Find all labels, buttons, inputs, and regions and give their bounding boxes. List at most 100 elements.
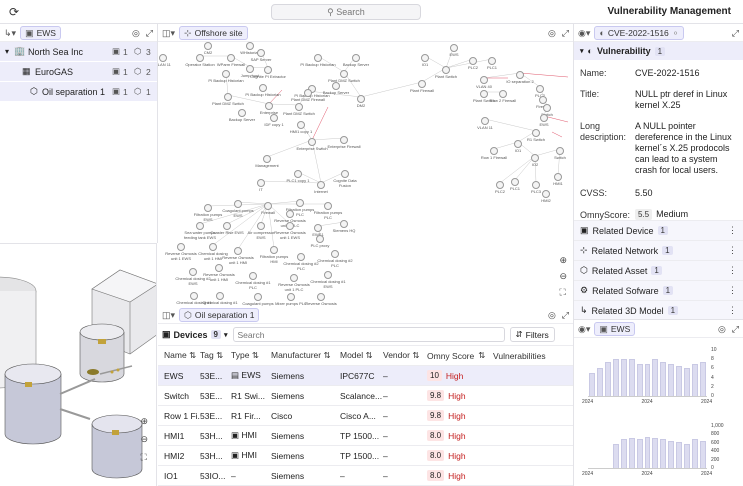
map-node[interactable]: PI Backup Historian bbox=[300, 54, 336, 68]
map-node[interactable]: PLC1 bbox=[474, 57, 510, 71]
map-node[interactable]: R1 Switch bbox=[518, 129, 554, 143]
map-node[interactable]: Plant Switch bbox=[466, 90, 502, 104]
chart-bar[interactable] bbox=[676, 441, 683, 468]
map-node[interactable]: Filtration pumps PLC bbox=[310, 202, 346, 220]
map-node[interactable]: DM2 bbox=[343, 95, 379, 109]
map-node[interactable]: Plant DMZ Switch bbox=[326, 70, 362, 84]
map-node[interactable]: EWS1 bbox=[300, 224, 336, 238]
map-node[interactable]: EWS bbox=[526, 114, 562, 128]
chart-bar[interactable] bbox=[660, 438, 667, 468]
map-node[interactable]: IO separation 2 bbox=[502, 71, 538, 85]
map-node[interactable]: Chemical dosing unit 1 HMI bbox=[195, 243, 231, 261]
map-node[interactable]: IO2 bbox=[517, 154, 553, 168]
column-header-type[interactable]: Type ⇅ bbox=[231, 350, 259, 360]
map-node[interactable]: Coagulant pumps PLC bbox=[240, 293, 276, 306]
3d-model-viewer[interactable]: ⊕ ⊖ ⛶ bbox=[0, 243, 157, 486]
map-node[interactable]: Plant DMZ Firewall bbox=[290, 89, 326, 103]
table-row[interactable]: HMI2 53H... ▣ HMI Siemens TP 1500... – 8.0 High bbox=[158, 446, 573, 466]
related-software-row[interactable]: ⚙ Related Sofware 1 ⋮ bbox=[574, 280, 743, 300]
chart-bar[interactable] bbox=[612, 359, 619, 396]
chart-bar[interactable] bbox=[660, 361, 667, 396]
focus-icon[interactable]: ◎ bbox=[131, 28, 140, 38]
map-node[interactable]: PI Backup Historian bbox=[208, 70, 244, 84]
chart-bar[interactable] bbox=[652, 359, 659, 396]
map-node[interactable]: IO1 bbox=[407, 54, 443, 68]
focus-icon[interactable]: ◎ bbox=[717, 324, 726, 334]
map-node[interactable]: Firewall bbox=[250, 202, 286, 216]
fit-view-icon[interactable]: ⛶ bbox=[559, 287, 566, 297]
map-node[interactable]: Chemical dosing #1 EWS bbox=[202, 292, 238, 306]
map-node[interactable]: Filtration pumps PLC bbox=[282, 199, 318, 217]
bug-icon[interactable]: ◉▾ bbox=[578, 27, 591, 38]
map-node[interactable]: PI Backup Historian bbox=[245, 84, 281, 98]
map-node[interactable]: VLAN 40 bbox=[466, 76, 502, 90]
chart-bar[interactable] bbox=[692, 438, 699, 468]
map-node[interactable]: Air compressor EWS bbox=[243, 222, 279, 240]
table-row[interactable]: Switch 53E... R1 Swi... Siemens Scalance... –… bbox=[158, 386, 573, 406]
expand-icon[interactable]: ⤢ bbox=[731, 28, 739, 38]
map-node[interactable]: Plant DMZ Switch bbox=[281, 103, 317, 117]
filters-button[interactable]: ⇵ Filters bbox=[509, 327, 555, 342]
chart-bar[interactable] bbox=[628, 359, 635, 396]
chart-bar[interactable] bbox=[636, 363, 643, 396]
more-options-icon[interactable]: ⋮ bbox=[728, 265, 737, 275]
map-node[interactable]: HMI2 bbox=[528, 190, 564, 204]
chart-bar[interactable] bbox=[589, 373, 595, 396]
column-header-model[interactable]: Model ⇅ bbox=[340, 350, 373, 360]
column-header-name[interactable]: Name ⇅ bbox=[164, 350, 197, 360]
column-header-vendor[interactable]: Vendor ⇅ bbox=[383, 350, 420, 360]
chart-bar[interactable] bbox=[620, 359, 627, 396]
focus-icon[interactable]: ◎ bbox=[547, 310, 556, 320]
column-header-manufacturer[interactable]: Manufacturer ⇅ bbox=[271, 350, 331, 360]
map-node[interactable]: Management bbox=[249, 155, 285, 169]
table-row[interactable]: EWS 53E... ▤ EWS Siemens IPC677C – 10 High bbox=[158, 366, 573, 386]
map-node[interactable]: Mixer pumps PLC bbox=[273, 293, 309, 306]
map-node[interactable]: Filtration pumps EWS bbox=[190, 204, 226, 222]
chart-bar[interactable] bbox=[652, 437, 659, 468]
tree-filter-chip[interactable]: ▣ EWS bbox=[20, 25, 61, 40]
more-options-icon[interactable]: ⋮ bbox=[728, 245, 737, 255]
map-node[interactable]: Coaster Rise EWS bbox=[209, 222, 245, 236]
map-node[interactable]: Row 1 Firewall bbox=[476, 147, 512, 161]
zoom-out-icon[interactable]: ⊖ bbox=[559, 271, 567, 281]
related-network-row[interactable]: ⊹ Related Network 1 ⋮ bbox=[574, 240, 743, 260]
map-node[interactable]: SAP Server bbox=[243, 49, 279, 63]
map-node[interactable]: Reverse Osmosis unit 2 PLC bbox=[303, 293, 339, 306]
focus-icon[interactable]: ◎ bbox=[547, 28, 556, 38]
map-node[interactable]: Enterprise Firewall bbox=[326, 136, 362, 150]
sidebar-toggle-icon[interactable]: ◫▾ bbox=[162, 309, 176, 320]
zoom-in-icon[interactable]: ⊕ bbox=[140, 416, 148, 426]
related-3d-model-row[interactable]: ↳ Related 3D Model 1 ⋮ bbox=[574, 300, 743, 319]
map-node[interactable]: Coagulant pumps EWS bbox=[220, 200, 256, 218]
cve-chip[interactable]: ◐ CVE-2022-1516 ⚬ bbox=[594, 25, 685, 40]
hierarchy-icon[interactable]: ↳▾ bbox=[4, 27, 17, 38]
map-node[interactable]: Cognite PI Extractor bbox=[250, 66, 286, 80]
chevron-down-icon[interactable]: ▾ bbox=[5, 47, 10, 56]
map-node[interactable]: EWS bbox=[436, 44, 472, 58]
map-node[interactable]: Plant Switch bbox=[428, 66, 464, 80]
column-header-vulnerabilities[interactable]: Vulnerabilities bbox=[493, 350, 546, 361]
chart-bar[interactable] bbox=[596, 368, 603, 396]
chart-bar[interactable] bbox=[684, 444, 691, 468]
map-node[interactable]: Backup Server bbox=[318, 82, 354, 96]
devices-scope-chip[interactable]: ⬡ Oil separation 1 bbox=[179, 307, 260, 322]
map-node[interactable]: HMI1 copy 1 bbox=[283, 121, 319, 135]
map-node[interactable]: Reverse Osmosis unit 1 EWS bbox=[163, 243, 199, 261]
tree-row-north-sea[interactable]: ▾ 🏢 North Sea Inc ▣ 1 ⬡ 3 bbox=[0, 42, 157, 62]
map-node[interactable]: PLC2 bbox=[522, 85, 558, 99]
map-node[interactable]: PLC1 copy 1 bbox=[280, 170, 316, 184]
map-node[interactable]: Backup Server bbox=[338, 54, 374, 68]
map-node[interactable]: Enterprise bbox=[251, 102, 287, 116]
map-node[interactable]: Internet bbox=[303, 181, 339, 195]
vulnerability-section-header[interactable]: ▾ ◐ Vulnerability 1 bbox=[574, 42, 743, 60]
map-node[interactable]: Reverse Osmosis unit 1 HMI bbox=[201, 264, 237, 282]
devices-dropdown[interactable]: ▣ Devices 9 ▾ bbox=[162, 329, 228, 340]
map-node[interactable]: Reverse Osmosis unit 1 EWS bbox=[272, 222, 308, 240]
expand-icon[interactable]: ⤢ bbox=[731, 324, 739, 334]
chart-bar[interactable] bbox=[612, 444, 619, 468]
column-header-omny-score[interactable]: Omny Score ⇅ bbox=[427, 350, 486, 361]
map-node[interactable]: Sea water pumps feeding tank EWS bbox=[182, 222, 218, 240]
map-node[interactable]: Filtration pumps HMI bbox=[256, 246, 292, 264]
map-node[interactable]: Cognite Data Fusion bbox=[327, 170, 363, 188]
